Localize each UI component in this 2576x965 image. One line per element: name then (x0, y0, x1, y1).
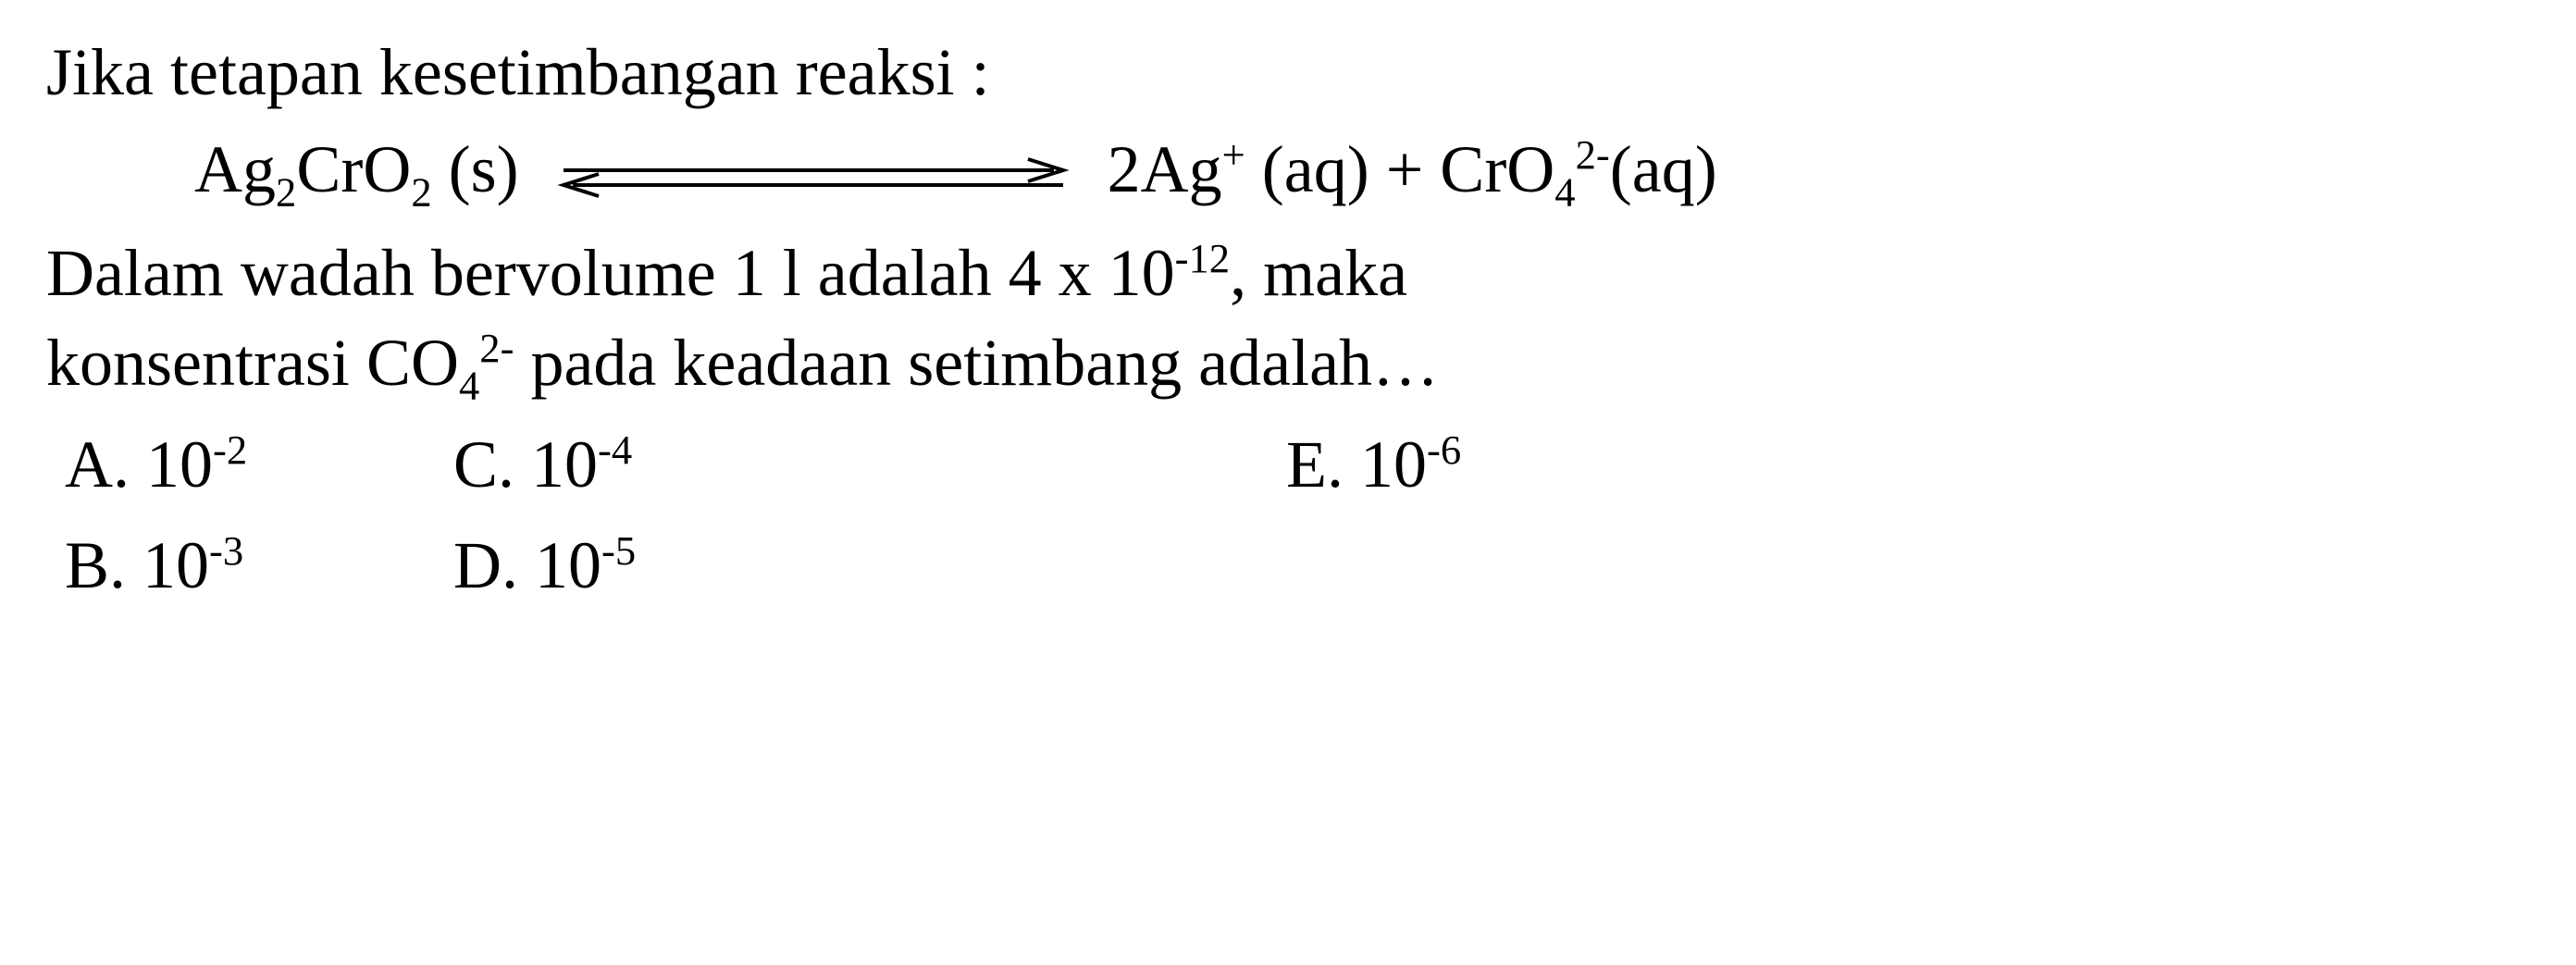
options-row-2: B. 10-3 D. 10-5 (46, 521, 2530, 611)
question-body-line2: konsentrasi CO42- pada keadaan setimbang… (46, 318, 2530, 408)
chemical-equation: Ag2CrO2 (s) 2Ag+ (aq) + CrO42-(aq) (46, 125, 2530, 221)
reactant: Ag2CrO2 (s) (194, 132, 519, 206)
question-intro: Jika tetapan kesetimbangan reaksi : (46, 28, 2530, 118)
option-a: A. 10-2 (65, 420, 453, 510)
product: 2Ag+ (aq) + CrO42-(aq) (1108, 132, 1717, 206)
question-body-line1: Dalam wadah bervolume 1 l adalah 4 x 10-… (46, 229, 2530, 318)
options-row-1: A. 10-2 C. 10-4 E. 10-6 (46, 420, 2530, 510)
option-d: D. 10-5 (453, 521, 1286, 611)
option-c: C. 10-4 (453, 420, 1286, 510)
equilibrium-arrow-icon (554, 131, 1072, 221)
option-b: B. 10-3 (65, 521, 453, 611)
option-e: E. 10-6 (1286, 420, 2530, 510)
